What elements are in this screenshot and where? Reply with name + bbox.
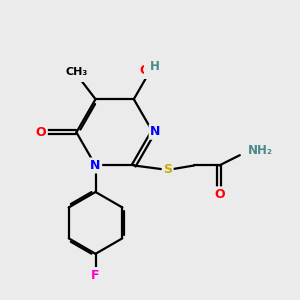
Text: S: S bbox=[163, 164, 172, 176]
Text: N: N bbox=[150, 125, 160, 138]
Text: O: O bbox=[140, 64, 150, 77]
Text: NH₂: NH₂ bbox=[248, 144, 273, 157]
Text: O: O bbox=[36, 126, 46, 139]
Text: O: O bbox=[214, 188, 224, 201]
Text: CH₃: CH₃ bbox=[65, 67, 88, 76]
Text: N: N bbox=[90, 159, 101, 172]
Text: F: F bbox=[91, 268, 100, 281]
Text: H: H bbox=[149, 60, 159, 73]
